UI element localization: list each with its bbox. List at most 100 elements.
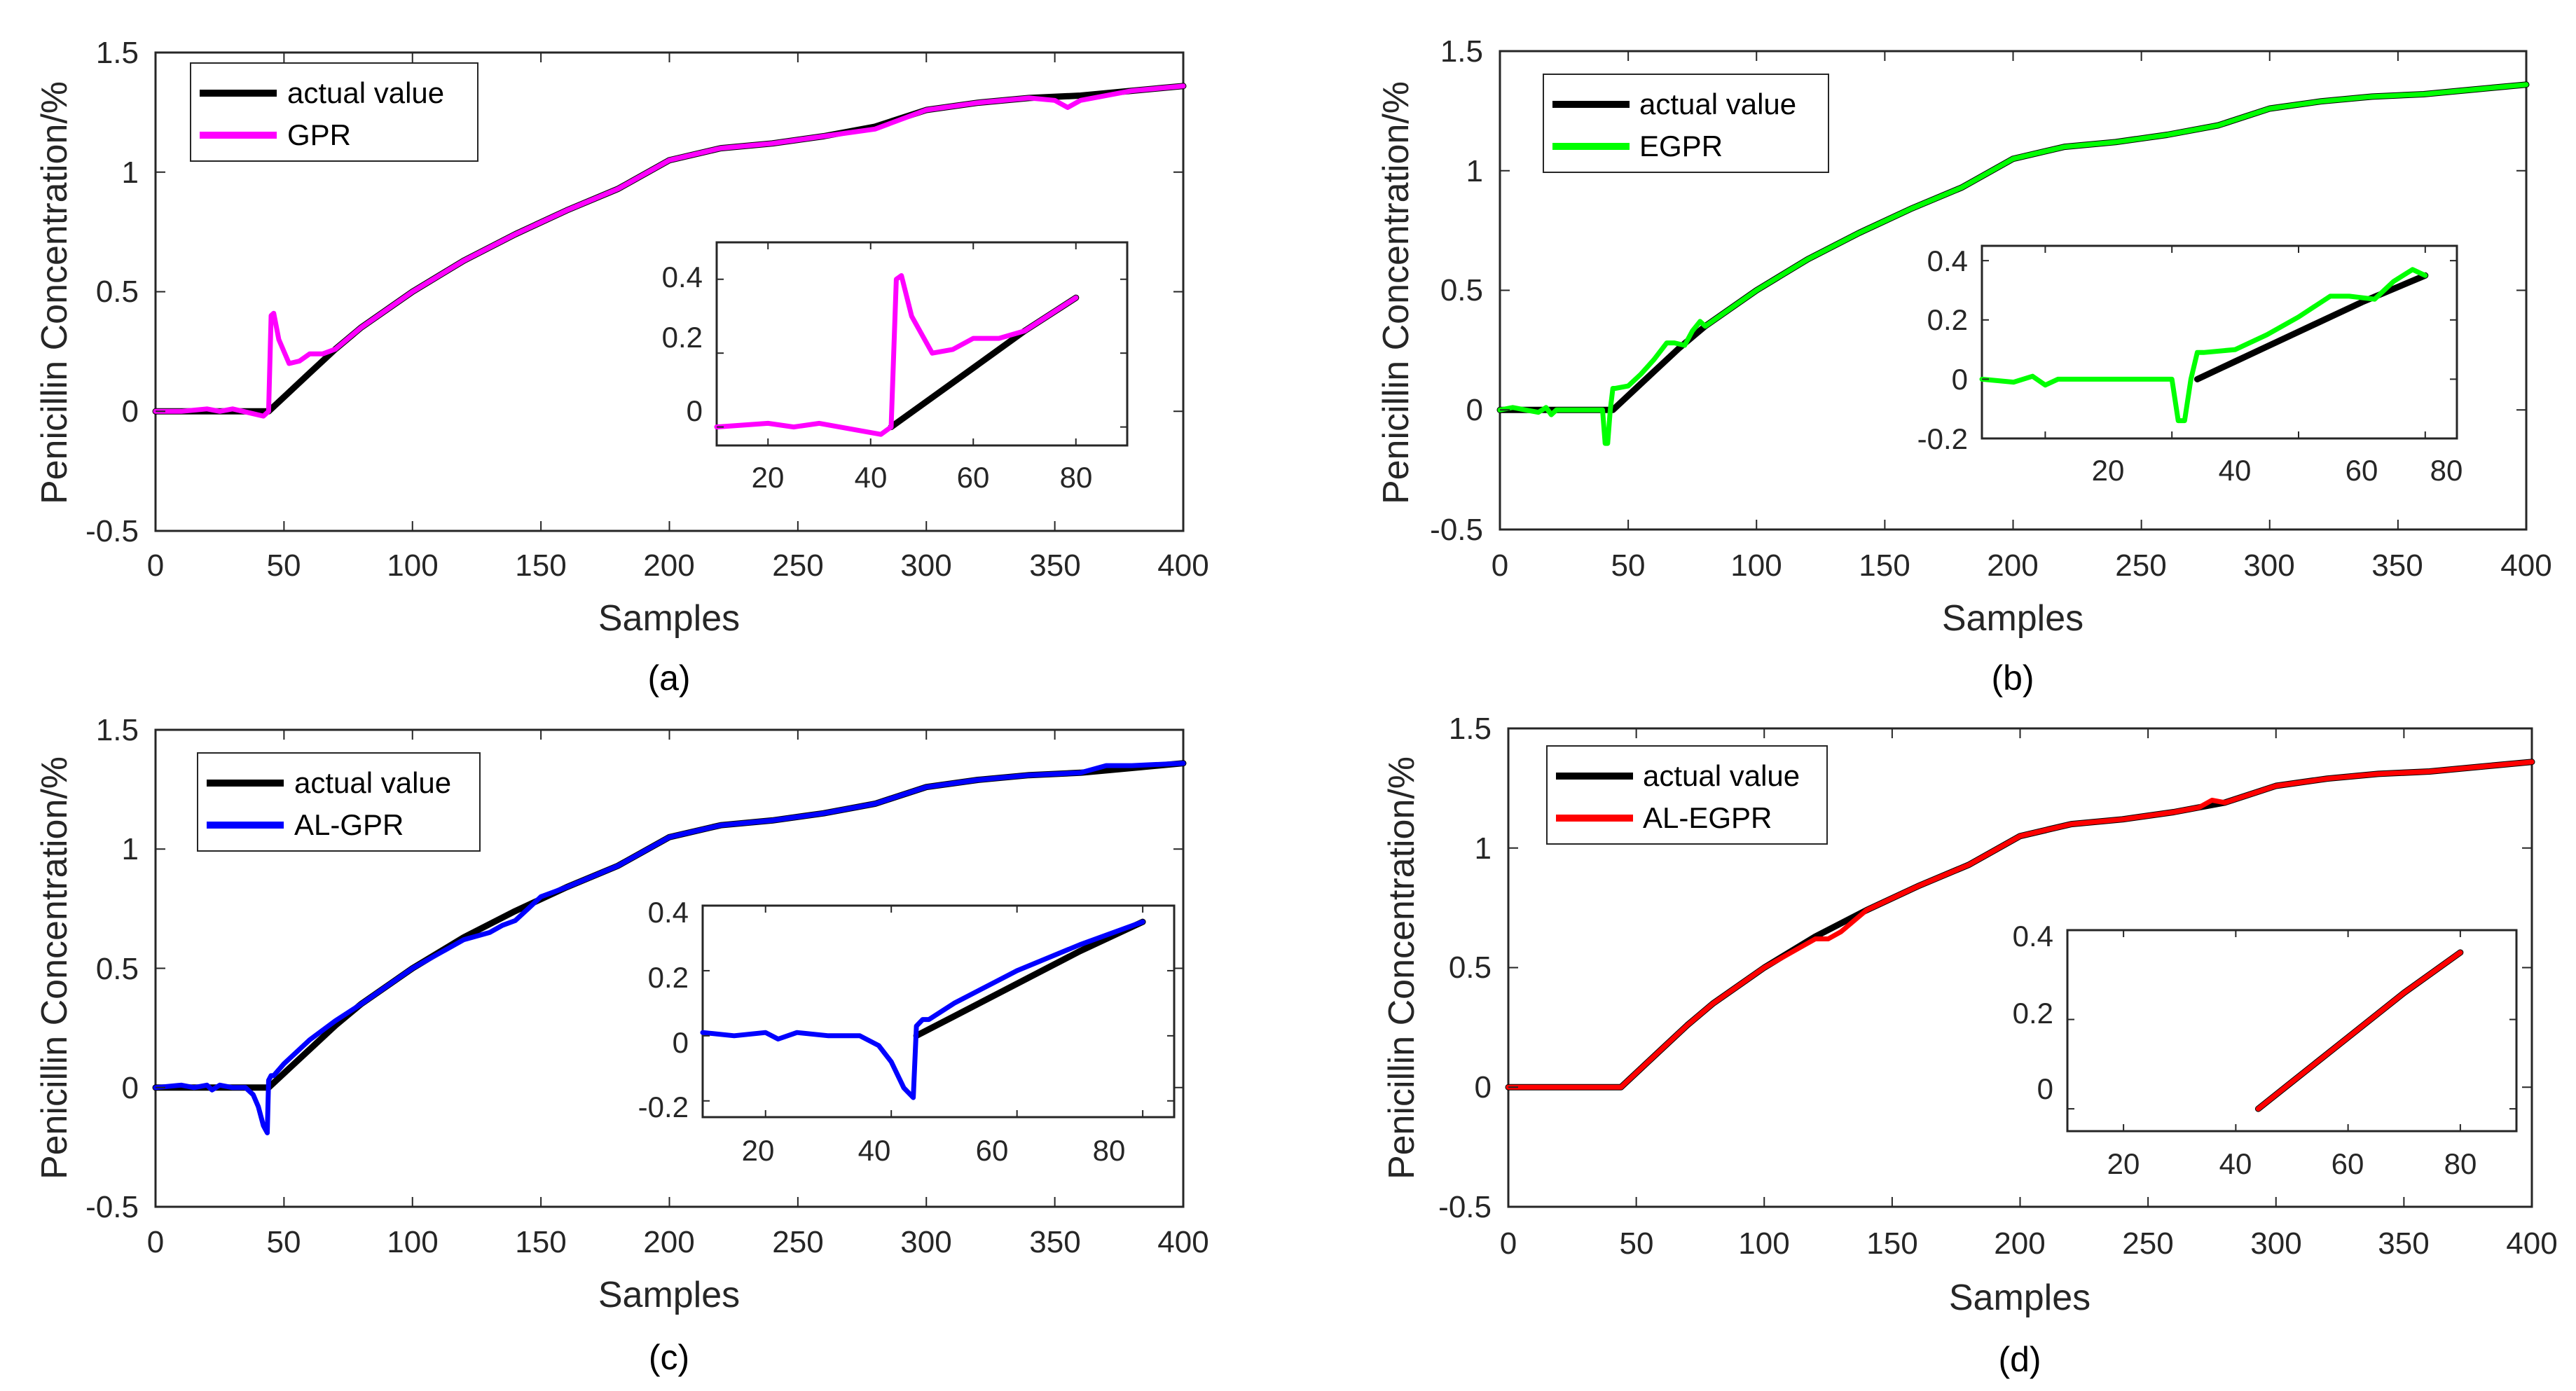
- panel-b: 0 50 100 150 200 250 300 350 400 -0.5 0 …: [1376, 34, 2552, 698]
- panel-b-legend: actual value EGPR: [1543, 74, 1829, 173]
- legend-box: [197, 752, 481, 852]
- panel-d-tick-marks: [1508, 728, 2533, 1207]
- legend-label-actual-value: actual value: [1639, 88, 1796, 120]
- panel-b-caption: (b): [1991, 658, 2034, 698]
- panel-a-xtick: 350: [1029, 548, 1080, 583]
- panel-b-xtick: 150: [1859, 548, 1910, 583]
- panel-a-caption: (a): [647, 658, 690, 698]
- panel-c-inset-xtick: 20: [742, 1134, 775, 1167]
- panel-b-ytick: 0: [1466, 393, 1483, 427]
- panel-a-xtick: 100: [387, 548, 438, 583]
- panel-b-inset-series: [1979, 267, 2429, 424]
- panel-d-ytick: 1.5: [1449, 712, 1492, 746]
- panel-a-inset-series: [714, 273, 1080, 437]
- panel-c-inset-ytick: 0.2: [648, 961, 689, 994]
- panel-b-xtick: 400: [2500, 548, 2551, 583]
- panel-b-xtick: 200: [1987, 548, 2038, 583]
- panel-b-xtick: 50: [1611, 548, 1646, 583]
- legend-box: [1543, 74, 1829, 173]
- panel-c-inset-ytick: 0.4: [648, 896, 689, 929]
- panel-c-inset: 20 40 60 80 -0.2 0 0.2 0.4: [638, 896, 1176, 1167]
- panel-d-ytick: 1: [1475, 831, 1492, 866]
- panel-a-xtick: 400: [1157, 548, 1208, 583]
- panel-a-line-gpr: [153, 83, 1186, 419]
- panel-c-xtick: 50: [267, 1225, 301, 1259]
- panel-d-inset-xtick: 60: [2332, 1147, 2364, 1180]
- legend-box: [190, 62, 478, 162]
- panel-d-inset-tick-marks: [2067, 929, 2516, 1131]
- panel-b-ytick: 1: [1466, 154, 1483, 188]
- panel-b-inset-xtick: 20: [2092, 454, 2125, 487]
- panel-c-inset-line-actual-value: [913, 918, 1146, 1039]
- panel-c-inset-ytick: -0.2: [638, 1091, 689, 1123]
- panel-b-inset-ytick: -0.2: [1917, 422, 1968, 455]
- panel-c-xtick: 250: [772, 1225, 823, 1259]
- panel-a-inset-xtick: 80: [1060, 461, 1093, 494]
- panel-d-legend: actual value AL-EGPR: [1546, 745, 1828, 845]
- panel-c: 0 50 100 150 200 250 300 350 400 -0.5 0 …: [34, 713, 1209, 1377]
- panel-c-tick-marks: [155, 729, 1184, 1207]
- panel-b-ytick: -0.5: [1430, 513, 1483, 547]
- panel-c-legend: actual value AL-GPR: [197, 752, 481, 852]
- panel-b-line-egpr: [1497, 82, 2529, 446]
- panel-b-ylabel: Penicillin Concentration/%: [1376, 81, 1417, 504]
- panel-b-inset-xtick: 60: [2346, 454, 2378, 487]
- panel-c-ytick: 0.5: [96, 952, 139, 986]
- panel-a-ytick: 0: [122, 394, 139, 429]
- panel-d-line-al-egpr: [1506, 759, 2535, 1090]
- panel-a-inset-ytick: 0.4: [662, 261, 703, 293]
- panel-b-inset-ytick: 0.4: [1927, 244, 1968, 277]
- panel-d-xtick: 50: [1620, 1226, 1654, 1261]
- panel-d-xtick: 250: [2122, 1226, 2173, 1261]
- panel-a-inset-ytick: 0: [687, 394, 703, 427]
- panel-d-ylabel: Penicillin Concentration/%: [1382, 756, 1422, 1179]
- panel-d-xtick: 0: [1500, 1226, 1517, 1261]
- panel-c-series-al-gpr: [153, 761, 1186, 1135]
- panel-b-inset-xtick: 80: [2430, 454, 2463, 487]
- panel-c-inset-xtick: 80: [1093, 1134, 1126, 1167]
- panel-b-inset-line-egpr: [1979, 267, 2428, 424]
- panel-d-inset-xtick: 40: [2219, 1147, 2252, 1180]
- panel-d-inset-ytick: 0: [2037, 1072, 2053, 1105]
- panel-c-line-al-gpr: [153, 761, 1186, 1135]
- panel-a-xlabel: Samples: [598, 598, 740, 639]
- panel-a-inset-frame: [715, 241, 1129, 447]
- panel-b-ytick: 1.5: [1440, 34, 1483, 69]
- panel-a-xtick: 200: [643, 548, 694, 583]
- legend-label-egpr: EGPR: [1639, 130, 1723, 162]
- panel-a-xtick: 0: [147, 548, 164, 583]
- panel-a-ytick: -0.5: [85, 514, 139, 548]
- panel-a-xtick: 300: [900, 548, 951, 583]
- legend-label-al-gpr: AL-GPR: [294, 808, 404, 841]
- panel-a: 0 50 100 150 200 250 300 350 400 -0.5 0 …: [34, 36, 1209, 698]
- panel-c-xtick: 350: [1029, 1225, 1080, 1259]
- panel-d-xtick: 150: [1866, 1226, 1917, 1261]
- panel-b-xlabel: Samples: [1942, 598, 2083, 639]
- panel-c-ytick: 1: [122, 832, 139, 866]
- panel-d-xtick: 300: [2250, 1226, 2301, 1261]
- panel-a-ytick: 1.5: [96, 36, 139, 70]
- legend-label-actual-value: actual value: [1643, 759, 1800, 792]
- panel-b-tick-marks: [1499, 50, 2527, 530]
- panel-d-series-al-egpr: [1506, 759, 2535, 1090]
- panel-a-ylabel: Penicillin Concentration/%: [34, 81, 75, 504]
- panel-d-inset-series: [2254, 949, 2464, 1112]
- panel-a-inset-xtick: 40: [855, 461, 888, 494]
- panel-a-inset-line-gpr: [714, 273, 1079, 437]
- panel-d-inset-line-al-egpr: [2255, 950, 2463, 1112]
- panel-c-inset-series: [700, 918, 1146, 1100]
- panel-a-inset: 20 40 60 80 0 0.2 0.4: [662, 241, 1129, 494]
- panel-d-caption: (d): [1998, 1340, 2041, 1379]
- panel-a-legend: actual value GPR: [190, 62, 478, 162]
- panel-b-inset-xtick: 40: [2219, 454, 2252, 487]
- panel-b-inset-frame: [1981, 244, 2458, 440]
- panel-a-inset-xtick: 60: [957, 461, 990, 494]
- panel-c-xtick: 150: [515, 1225, 566, 1259]
- panel-d-inset-ytick: 0.2: [2013, 997, 2053, 1030]
- panel-d-inset-xtick: 20: [2107, 1147, 2140, 1180]
- panel-b-inset: 20 40 60 80 -0.2 0 0.2 0.4: [1917, 244, 2463, 487]
- panel-b-xtick: 300: [2243, 548, 2294, 583]
- panel-b-series-egpr: [1497, 82, 2529, 446]
- panel-b-xtick: 250: [2115, 548, 2166, 583]
